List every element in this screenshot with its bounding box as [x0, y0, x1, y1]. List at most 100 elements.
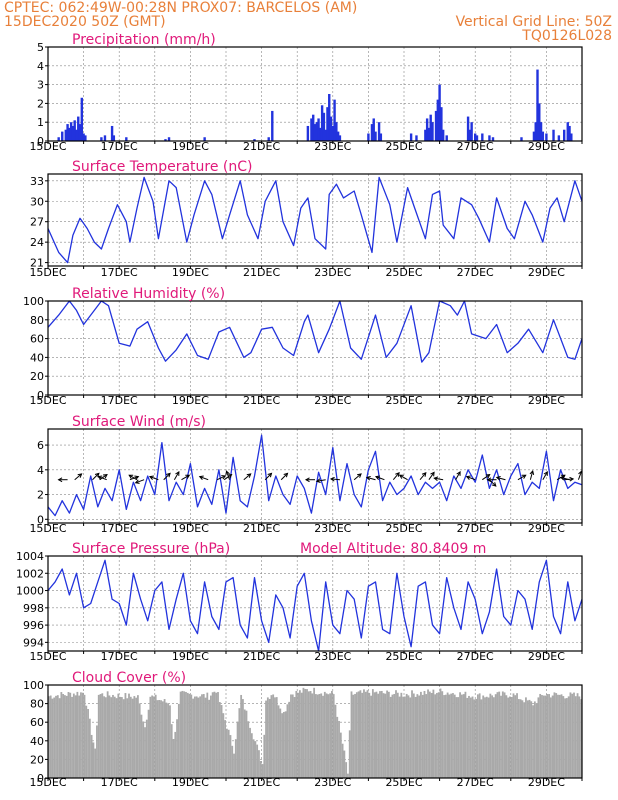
x-tick-label: 25DEC [385, 776, 422, 789]
cloud-bar [548, 694, 550, 778]
precip-bar [557, 135, 561, 141]
cloud-bar [290, 694, 292, 778]
wind-arrow [542, 471, 548, 480]
cloud-bar [421, 694, 424, 778]
y-tick-label: 100 [23, 679, 44, 692]
cloud-bar [144, 727, 146, 778]
cloud-bar [500, 695, 502, 778]
precip-title: Precipitation (mm/h) [72, 32, 216, 48]
cloud-bar [580, 699, 583, 778]
wind-arrow [223, 473, 233, 481]
x-tick-label: 15DEC [29, 394, 66, 407]
precip-bar [440, 107, 443, 141]
wind-arrow [455, 471, 461, 480]
cloud-bar [167, 703, 170, 778]
cloud-bar [341, 743, 344, 778]
cloud-bar [87, 709, 89, 778]
wind-arrow [304, 477, 315, 483]
cloud-bar [247, 721, 250, 778]
cloud-bar [436, 692, 438, 778]
cloud-bar [466, 697, 469, 778]
cloud-bar [140, 714, 143, 778]
wind-arrow [482, 473, 491, 481]
wind-title: Surface Wind (m/s) [72, 414, 206, 430]
cloud-bar [525, 697, 527, 778]
cloud-bar [571, 693, 574, 778]
y-tick-label: 40 [30, 735, 44, 748]
wind-arrow [486, 477, 497, 483]
cloud-bar [199, 696, 202, 778]
cloud-bar [565, 698, 568, 778]
y-tick-label: 27 [30, 216, 44, 229]
cloud-bar [268, 698, 271, 778]
cloud-bar [64, 695, 66, 778]
precip-bar [82, 133, 85, 141]
cloud-bar [281, 713, 283, 778]
cloud-bar [209, 695, 212, 778]
y-tick-label: 24 [30, 236, 44, 249]
cloud-bar [377, 693, 380, 778]
cloud-bar [386, 690, 388, 778]
y-tick-label: 3 [37, 79, 44, 92]
cloud-bar [407, 695, 410, 778]
cloud-bar [379, 691, 381, 778]
cloud-bar [578, 696, 581, 778]
cloud-bar [153, 696, 155, 778]
cloud-bar [197, 697, 200, 778]
cloud-bar [188, 693, 191, 778]
precip-bar [466, 116, 470, 141]
precip-bar [415, 135, 418, 141]
x-tick-label: 25DEC [385, 140, 422, 153]
wind-arrow [529, 470, 535, 480]
cloud-bar [72, 693, 75, 778]
cloud-bar [58, 698, 61, 778]
cloud-bar [347, 773, 349, 778]
cloud-bar [272, 694, 275, 778]
wind-frame [47, 428, 583, 524]
cloud-bar [441, 691, 444, 778]
cloud-bar [370, 695, 372, 778]
cloud-bar [51, 698, 54, 778]
wind-arrow [329, 476, 340, 482]
precip-bar [488, 135, 491, 141]
wind-arrow [559, 475, 570, 481]
cloud-bar [476, 694, 479, 778]
cloud-bar [201, 694, 203, 778]
header-station: CPTEC: 062:49W-00:28N PROX07: BARCELOS (… [4, 0, 358, 16]
cloud-bar [402, 696, 405, 778]
cloud-bar [222, 713, 225, 778]
cloud-bar [420, 691, 422, 778]
humidity-frame [47, 300, 583, 396]
cloud-bar [282, 711, 285, 778]
cloud-bar [434, 694, 437, 778]
cloud-bar [313, 687, 316, 778]
cloud-bar [546, 694, 549, 778]
temp-series-line [47, 176, 583, 264]
precip-bar [338, 135, 342, 141]
cloud-bar [266, 697, 269, 778]
cloud-bar [240, 694, 243, 778]
cloud-bar [117, 693, 120, 778]
precip-bar [125, 137, 128, 141]
cloud-bar [453, 694, 456, 778]
cloud-bar [177, 703, 180, 778]
cloud-bar [60, 692, 63, 778]
cloud-bar [411, 690, 413, 778]
wind-arrow [97, 475, 107, 481]
cloud-bar [298, 690, 301, 778]
cloud-bar [120, 697, 123, 778]
wind-arrow [392, 472, 400, 481]
wind-arrow [57, 477, 68, 483]
cloud-bar [352, 694, 355, 778]
x-tick-label: 23DEC [314, 394, 351, 407]
wind-arrow [517, 474, 527, 481]
y-tick-label: 30 [30, 195, 44, 208]
cloud-bar [557, 694, 559, 778]
cloud-bar [90, 734, 93, 778]
header-grid-line: Vertical Grid Line: 50Z [455, 14, 612, 30]
cloud-bar [227, 729, 230, 778]
y-tick-label: 6 [37, 439, 44, 452]
precip-bar [374, 131, 377, 141]
humidity-series-line [47, 300, 583, 363]
temp-frame [47, 173, 583, 267]
